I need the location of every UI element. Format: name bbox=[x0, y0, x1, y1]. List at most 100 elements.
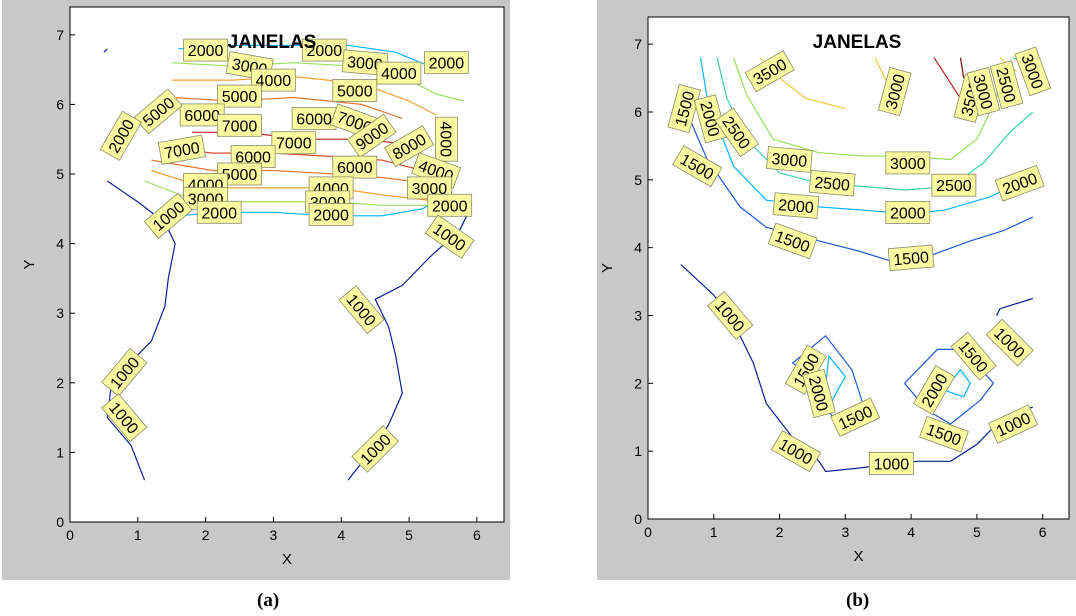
contour-label-text: 2000 bbox=[307, 43, 343, 60]
contour-label-box bbox=[989, 60, 1024, 110]
contour-label-text: 2000 bbox=[188, 43, 224, 60]
contour-label-box bbox=[384, 125, 435, 168]
y-tick-label: 7 bbox=[634, 36, 642, 52]
contour-label-box bbox=[423, 51, 469, 75]
y-tick-label: 5 bbox=[56, 166, 64, 182]
y-tick-label: 0 bbox=[56, 514, 64, 530]
contour-label-text: 2000 bbox=[777, 197, 814, 217]
contour-label-box bbox=[766, 146, 813, 173]
contour-label: 3000 bbox=[877, 67, 912, 117]
x-tick-label: 6 bbox=[1039, 524, 1047, 540]
y-tick-label: 4 bbox=[634, 240, 642, 256]
x-tick-label: 1 bbox=[710, 524, 718, 540]
contour-label-box bbox=[887, 244, 935, 272]
y-tick-label: 7 bbox=[56, 27, 64, 43]
contour-label-text: 7000 bbox=[163, 140, 201, 163]
caption-a: (a) bbox=[257, 590, 280, 611]
contour-label: 3000 bbox=[766, 146, 813, 173]
contour-label-box bbox=[919, 415, 969, 453]
y-tick-label: 1 bbox=[634, 443, 642, 459]
contour-label-box bbox=[802, 368, 836, 419]
contour-label-box bbox=[714, 107, 759, 158]
contour-label-text: 2500 bbox=[936, 178, 972, 195]
contour-line-9000 bbox=[959, 57, 965, 79]
contour-label-box bbox=[830, 397, 881, 437]
contour-label-box bbox=[338, 285, 385, 335]
contour-label-text: 6000 bbox=[235, 150, 271, 167]
contour-line-1000 bbox=[103, 48, 108, 53]
x-tick-label: 0 bbox=[644, 524, 652, 540]
x-tick-label: 2 bbox=[776, 524, 784, 540]
contour-label-box bbox=[351, 424, 400, 473]
y-tick-label: 2 bbox=[56, 375, 64, 391]
contour-label-box bbox=[101, 347, 148, 397]
contour-label-text: 2000 bbox=[313, 207, 349, 224]
x-tick-label: 0 bbox=[66, 527, 74, 543]
x-tick-label: 1 bbox=[134, 527, 142, 543]
chart-title: JANELAS bbox=[228, 32, 317, 53]
contour-label-box bbox=[332, 79, 378, 102]
contour-label-text: 2000 bbox=[429, 56, 465, 73]
contour-label-text: 4000 bbox=[381, 66, 417, 83]
contour-label: 4000 bbox=[434, 116, 458, 162]
contour-label-box bbox=[772, 192, 820, 219]
contour-line-5000 bbox=[151, 159, 437, 186]
contour-label-text: 1500 bbox=[893, 249, 930, 269]
contour-label-box bbox=[868, 451, 914, 475]
contour-label: 6000 bbox=[291, 107, 337, 130]
contour-label-text: 6000 bbox=[184, 108, 220, 125]
contour-label-box bbox=[133, 88, 183, 135]
contour-label-box bbox=[434, 116, 458, 162]
x-tick-label: 3 bbox=[270, 527, 278, 543]
chart-title: JANELAS bbox=[813, 32, 902, 53]
contour-label-text: 5000 bbox=[222, 167, 258, 184]
contour-label: 2000 bbox=[196, 200, 242, 224]
y-tick-label: 6 bbox=[634, 104, 642, 120]
contour-label-box bbox=[271, 131, 317, 155]
figure-panel-a: 0 1 2 3 4 5 6 0 1 2 3 4 5 6 7 X Y 2000 3000 4000 2000 3000 400… bbox=[2, 0, 510, 580]
x-tick-label: 2 bbox=[202, 527, 210, 543]
contour-label: 2000 bbox=[183, 38, 229, 62]
contour-label: 4000 bbox=[376, 61, 422, 85]
contour-label-box bbox=[885, 200, 931, 224]
contour-label-text: 3000 bbox=[346, 54, 383, 74]
x-tick-label: 3 bbox=[841, 524, 849, 540]
contour-label-text: 2000 bbox=[201, 205, 237, 222]
y-tick-label: 1 bbox=[56, 444, 64, 460]
contour-label: 7000 bbox=[157, 134, 206, 165]
contour-label-box bbox=[767, 222, 818, 260]
contour-label-box bbox=[966, 67, 1001, 117]
contour-line-7000 bbox=[933, 57, 962, 99]
figure-panel-b: 0 1 2 3 4 5 6 0 1 2 3 4 5 6 7 X Y 3500 3000 3500 3000 2500 300… bbox=[597, 0, 1076, 580]
contour-label-box bbox=[196, 200, 242, 224]
contour-label-text: 4000 bbox=[256, 73, 292, 90]
contour-label-text: 1000 bbox=[874, 456, 910, 473]
contour-label-text: 5000 bbox=[222, 89, 258, 106]
contour-label-text: 7000 bbox=[222, 118, 258, 135]
contour-label-box bbox=[770, 430, 822, 473]
contour-line-5000 bbox=[171, 96, 403, 119]
contour-label: 1500 bbox=[887, 244, 935, 272]
contour-label-box bbox=[885, 151, 931, 175]
contour-label-box bbox=[950, 331, 997, 381]
y-tick-label: 3 bbox=[56, 305, 64, 321]
contour-label-text: 2000 bbox=[432, 198, 468, 215]
x-tick-label: 6 bbox=[473, 527, 481, 543]
contour-label-box bbox=[101, 393, 148, 443]
contour-label: 6000 bbox=[230, 145, 276, 169]
x-axis-label: X bbox=[282, 551, 292, 568]
contour-label-box bbox=[217, 84, 262, 108]
contour-line-3000 bbox=[732, 57, 1001, 161]
contour-label: 3000 bbox=[966, 67, 1001, 117]
contour-label-box bbox=[250, 68, 296, 92]
contour-label: 6000 bbox=[179, 103, 225, 127]
contour-label-text: 6000 bbox=[337, 160, 373, 177]
x-axis-label: X bbox=[853, 548, 863, 565]
y-tick-label: 0 bbox=[634, 511, 642, 527]
contour-label-text: 2000 bbox=[890, 205, 926, 222]
contour-line-4000 bbox=[171, 75, 437, 116]
y-tick-label: 5 bbox=[634, 172, 642, 188]
contour-label-box bbox=[913, 365, 956, 416]
caption-b: (b) bbox=[846, 590, 870, 611]
